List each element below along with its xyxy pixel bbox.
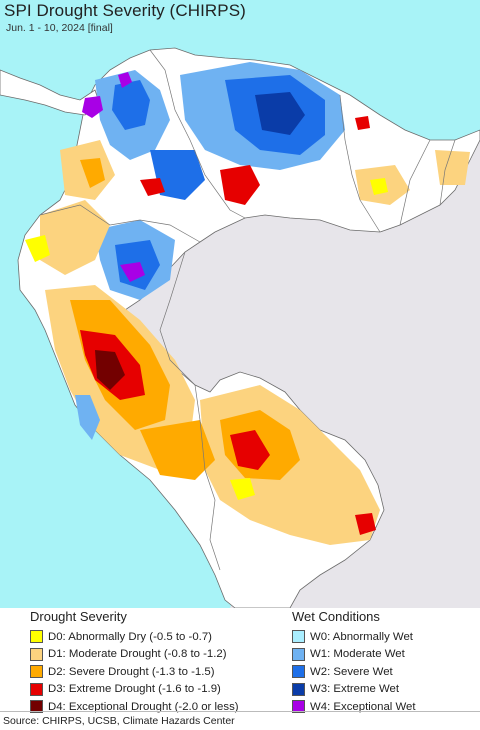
drought-d0-bolivia-south	[230, 478, 255, 500]
wet-w2-colombia-central	[150, 150, 205, 200]
swatch-w0	[292, 630, 305, 644]
legend: Drought Severity D0: Abnormally Dry (-0.…	[0, 608, 480, 714]
swatch-w4	[292, 700, 305, 714]
wet-w2-colombia	[112, 80, 150, 130]
legend-wet: Wet Conditions W0: Abnormally Wet W1: Mo…	[292, 608, 416, 716]
drought-d3-bolivia-se	[355, 513, 376, 535]
drought-d1-ecuador	[40, 200, 110, 275]
legend-item-d3: D3: Extreme Drought (-1.6 to -1.9)	[30, 681, 239, 699]
legend-label-d4: D4: Exceptional Drought (-2.0 or less)	[48, 700, 239, 713]
legend-label-w4: W4: Exceptional Wet	[310, 700, 416, 713]
legend-item-d0: D0: Abnormally Dry (-0.5 to -0.7)	[30, 628, 239, 646]
drought-d0-guyana	[370, 178, 388, 195]
swatch-d1	[30, 647, 43, 661]
outside-land	[125, 140, 480, 608]
legend-item-w0: W0: Abnormally Wet	[292, 628, 416, 646]
legend-item-w1: W1: Moderate Wet	[292, 646, 416, 664]
legend-item-d2: D2: Severe Drought (-1.3 to -1.5)	[30, 663, 239, 681]
legend-item-w4: W4: Exceptional Wet	[292, 698, 416, 716]
drought-d2-colombia-nw	[80, 158, 105, 188]
swatch-d4	[30, 700, 43, 714]
legend-item-d4: D4: Exceptional Drought (-2.0 or less)	[30, 698, 239, 716]
legend-drought-heading: Drought Severity	[30, 609, 127, 624]
legend-item-d1: D1: Moderate Drought (-0.8 to -1.2)	[30, 646, 239, 664]
legend-drought: Drought Severity D0: Abnormally Dry (-0.…	[30, 608, 239, 716]
swatch-d3	[30, 682, 43, 696]
legend-label-d0: D0: Abnormally Dry (-0.5 to -0.7)	[48, 630, 212, 643]
wet-w1-peru-coast	[75, 395, 100, 440]
legend-item-w3: W3: Extreme Wet	[292, 681, 416, 699]
swatch-d2	[30, 665, 43, 679]
drought-map: SPI Drought Severity (CHIRPS) Jun. 1 - 1…	[0, 0, 480, 608]
legend-label-d1: D1: Moderate Drought (-0.8 to -1.2)	[48, 648, 227, 661]
legend-wet-heading: Wet Conditions	[292, 609, 380, 624]
source-credit: Source: CHIRPS, UCSB, Climate Hazards Ce…	[3, 715, 235, 727]
legend-label-w0: W0: Abnormally Wet	[310, 630, 413, 643]
legend-label-w1: W1: Moderate Wet	[310, 648, 405, 661]
drought-d3-colombia	[140, 178, 165, 196]
legend-label-d3: D3: Extreme Drought (-1.6 to -1.9)	[48, 683, 221, 696]
wet-w4-colombia-south	[120, 262, 145, 282]
legend-label-w2: W2: Severe Wet	[310, 665, 393, 678]
wet-w3-venezuela	[255, 92, 305, 135]
drought-d3-bolivia	[230, 430, 270, 470]
drought-d4-peru	[95, 350, 125, 390]
drought-d1-fguiana	[435, 150, 470, 185]
swatch-d0	[30, 630, 43, 644]
legend-label-d2: D2: Severe Drought (-1.3 to -1.5)	[48, 665, 215, 678]
swatch-w1	[292, 647, 305, 661]
legend-label-w3: W3: Extreme Wet	[310, 683, 400, 696]
drought-d2-peru-se	[140, 420, 215, 480]
footer-divider	[0, 711, 480, 712]
map-title: SPI Drought Severity (CHIRPS)	[4, 1, 246, 20]
swatch-w2	[292, 665, 305, 679]
wet-w4-colombia-2	[118, 72, 132, 88]
drought-d3-venezuela	[220, 165, 260, 205]
country-borders	[39, 49, 456, 571]
map-subtitle: Jun. 1 - 10, 2024 [final]	[6, 22, 113, 34]
swatch-w3	[292, 682, 305, 696]
legend-item-w2: W2: Severe Wet	[292, 663, 416, 681]
drought-d0-ecuador	[25, 235, 50, 262]
wet-w4-colombia	[82, 96, 103, 118]
map-canvas	[0, 0, 480, 608]
drought-d3-trinidad	[355, 116, 370, 130]
